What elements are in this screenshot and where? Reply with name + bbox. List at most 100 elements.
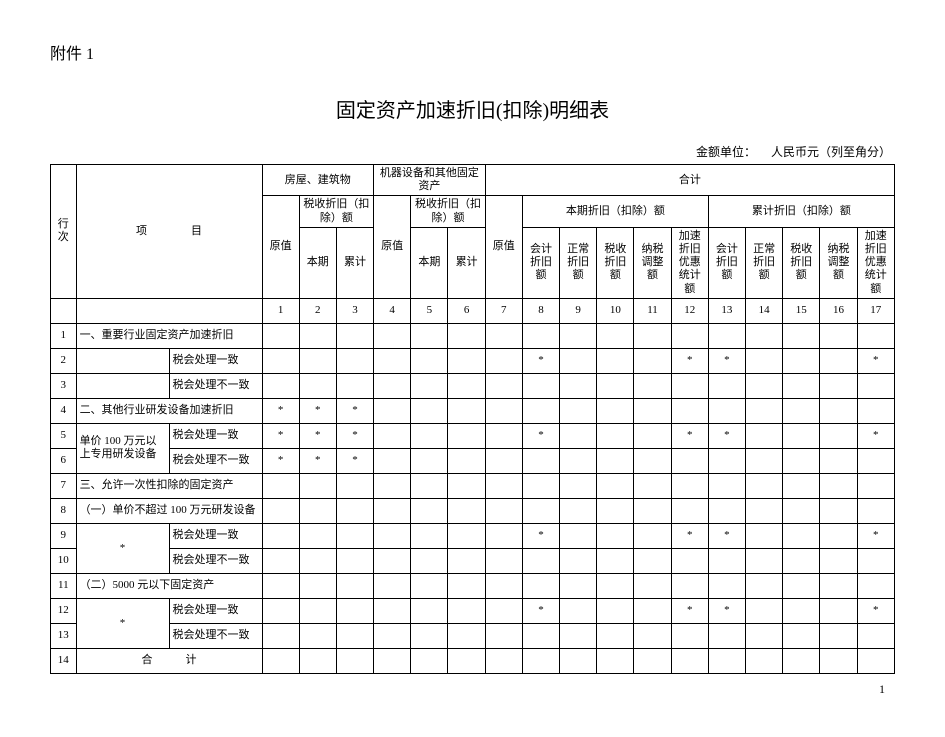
data-cell	[448, 648, 485, 673]
data-cell	[522, 623, 559, 648]
data-cell	[708, 573, 745, 598]
unit-value: 人民币元（列至角分）	[771, 145, 891, 159]
data-cell	[671, 323, 708, 348]
data-cell	[374, 323, 411, 348]
data-cell	[745, 398, 782, 423]
hdr-cum-stat: 加速折旧优惠统计额	[857, 227, 894, 298]
data-cell	[857, 623, 894, 648]
data-cell	[745, 623, 782, 648]
hdr-cum-normal: 正常折旧额	[745, 227, 782, 298]
data-cell	[820, 523, 857, 548]
item-cell: 二、其他行业研发设备加速折旧	[76, 398, 262, 423]
data-cell	[374, 598, 411, 623]
data-cell	[448, 548, 485, 573]
data-cell	[783, 323, 820, 348]
hdr-machine-cumul: 累计	[448, 227, 485, 298]
row-number: 13	[51, 623, 77, 648]
data-cell: *	[336, 448, 373, 473]
data-cell	[448, 398, 485, 423]
data-cell	[448, 498, 485, 523]
data-cell	[522, 323, 559, 348]
data-cell	[485, 398, 522, 423]
data-cell	[597, 448, 634, 473]
data-cell	[299, 498, 336, 523]
data-cell	[262, 648, 299, 673]
col-number: 14	[745, 298, 782, 323]
hdr-item: 项 目	[76, 165, 262, 299]
data-cell	[597, 523, 634, 548]
data-cell: *	[522, 423, 559, 448]
data-cell	[448, 423, 485, 448]
table-row: 1一、重要行业固定资产加速折旧	[51, 323, 895, 348]
data-cell	[820, 398, 857, 423]
data-cell	[857, 573, 894, 598]
data-cell	[411, 348, 448, 373]
data-cell	[820, 498, 857, 523]
data-cell	[745, 648, 782, 673]
data-cell	[374, 473, 411, 498]
data-cell	[411, 398, 448, 423]
data-cell	[448, 323, 485, 348]
item-cell: *	[76, 523, 169, 573]
data-cell: *	[708, 423, 745, 448]
col-number: 9	[560, 298, 597, 323]
data-cell	[485, 548, 522, 573]
data-cell	[411, 448, 448, 473]
data-cell	[820, 348, 857, 373]
data-cell	[299, 548, 336, 573]
data-cell	[374, 498, 411, 523]
data-cell	[522, 548, 559, 573]
data-cell	[671, 398, 708, 423]
table-row: 8（一）单价不超过 100 万元研发设备	[51, 498, 895, 523]
data-cell	[857, 498, 894, 523]
table-header: 行次 项 目 房屋、建筑物 机器设备和其他固定资产 合计 原值 税收折旧（扣除）…	[51, 165, 895, 324]
hdr-cur-stat: 加速折旧优惠统计额	[671, 227, 708, 298]
data-cell	[820, 598, 857, 623]
hdr-house-current: 本期	[299, 227, 336, 298]
item-subcell: 税会处理一致	[169, 348, 262, 373]
data-cell	[597, 398, 634, 423]
data-cell	[783, 348, 820, 373]
data-cell	[783, 573, 820, 598]
data-cell	[745, 498, 782, 523]
data-cell	[671, 498, 708, 523]
item-cell: 一、重要行业固定资产加速折旧	[76, 323, 262, 348]
row-number: 10	[51, 548, 77, 573]
data-cell	[671, 473, 708, 498]
data-cell	[485, 423, 522, 448]
hdr-machine-current: 本期	[411, 227, 448, 298]
row-number: 1	[51, 323, 77, 348]
data-cell	[374, 448, 411, 473]
data-cell	[299, 348, 336, 373]
data-cell	[262, 473, 299, 498]
data-cell	[522, 398, 559, 423]
col-number: 17	[857, 298, 894, 323]
data-cell	[597, 323, 634, 348]
item-subcell: 税会处理一致	[169, 423, 262, 448]
data-cell	[299, 648, 336, 673]
item-subcell: 税会处理一致	[169, 523, 262, 548]
data-cell	[485, 573, 522, 598]
col-number: 3	[336, 298, 373, 323]
data-cell	[448, 473, 485, 498]
data-cell	[336, 548, 373, 573]
data-cell	[708, 648, 745, 673]
data-cell	[634, 598, 671, 623]
col-number: 6	[448, 298, 485, 323]
item-cell: *	[76, 598, 169, 648]
data-cell	[522, 373, 559, 398]
data-cell	[411, 598, 448, 623]
data-cell	[411, 373, 448, 398]
data-cell	[634, 648, 671, 673]
data-cell	[634, 498, 671, 523]
table-row: 5单价 100 万元以上专用研发设备税会处理一致*******	[51, 423, 895, 448]
data-cell	[671, 648, 708, 673]
data-cell	[857, 398, 894, 423]
unit-label: 金额单位：	[696, 145, 756, 159]
data-cell	[522, 448, 559, 473]
data-cell	[374, 398, 411, 423]
col-number: 5	[411, 298, 448, 323]
data-cell	[783, 523, 820, 548]
row-number: 2	[51, 348, 77, 373]
data-cell: *	[708, 523, 745, 548]
